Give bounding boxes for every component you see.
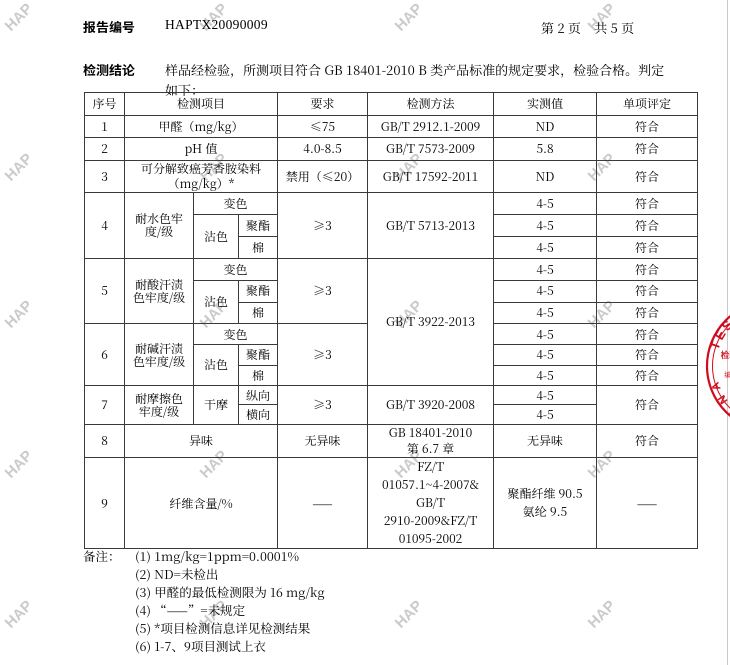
svg-text:S: S	[719, 317, 730, 334]
svg-text:T: T	[707, 339, 724, 352]
svg-text:A: A	[710, 380, 724, 392]
svg-text:检验专用章: 检验专用章	[721, 350, 730, 360]
